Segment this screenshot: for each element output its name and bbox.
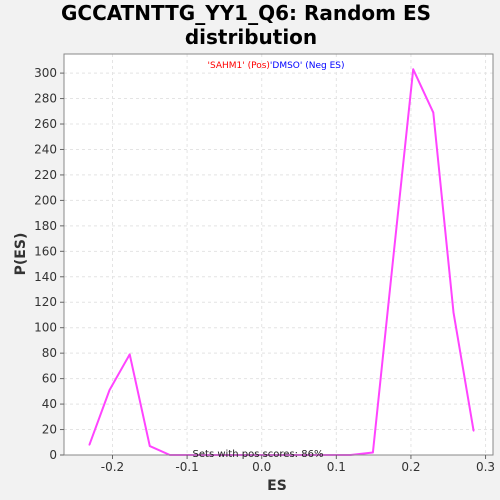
data-point — [412, 68, 414, 71]
x-tick-label: 0.0 — [252, 460, 271, 474]
y-tick-label: 200 — [34, 193, 57, 207]
y-tick-label: 280 — [34, 92, 57, 106]
axes — [60, 53, 494, 459]
y-tick-label: 140 — [34, 270, 57, 284]
data-point — [372, 451, 374, 454]
chart-title-line1: GCCATNTTG_YY1_Q6: Random ES — [61, 1, 431, 25]
data-point — [472, 430, 475, 432]
x-tick-label: 0.2 — [401, 460, 420, 474]
annotation-pos-scores: Sets with pos scores: 86% — [193, 449, 324, 460]
data-point — [88, 444, 91, 446]
y-tick-label: 0 — [49, 448, 57, 462]
y-tick-label: 40 — [42, 397, 57, 411]
y-tick-label: 120 — [34, 295, 57, 309]
plot-frame — [63, 53, 494, 456]
x-axis-label: ES — [267, 478, 287, 494]
tick-labels: -0.2 -0.1 0.0 0.1 0.2 0.3 0 20 40 60 80 100 120 140 16… — [34, 66, 495, 474]
y-tick-label: 80 — [42, 346, 57, 360]
legend-neg-label: 'DMSO' (Neg ES) — [270, 61, 345, 71]
data-point — [452, 311, 455, 314]
legend-pos-label: 'SAHM1' (Pos) — [207, 61, 269, 71]
data-point — [432, 111, 435, 114]
x-tick-label: 0.3 — [476, 460, 495, 474]
y-axis-label: P(ES) — [13, 233, 29, 276]
plot-area — [64, 54, 493, 455]
grid — [64, 54, 493, 456]
y-tick-label: 220 — [34, 168, 57, 182]
y-tick-label: 20 — [42, 423, 57, 437]
y-tick-label: 160 — [34, 244, 57, 258]
y-tick-label: 260 — [34, 117, 57, 131]
legend: 'SAHM1' (Pos)'DMSO' (Neg ES) — [207, 61, 344, 71]
x-tick-label: 0.1 — [327, 460, 346, 474]
y-tick-label: 60 — [42, 372, 57, 386]
y-tick-label: 100 — [34, 321, 57, 335]
data-point — [108, 389, 111, 391]
x-tick-label: -0.1 — [175, 460, 198, 474]
data-point — [128, 353, 131, 356]
x-tick-label: -0.2 — [101, 460, 124, 474]
data-point — [392, 259, 394, 262]
y-tick-label: 240 — [34, 142, 57, 156]
y-tick-label: 180 — [34, 219, 57, 233]
data-point — [149, 445, 151, 447]
chart-title-line2: distribution — [185, 25, 317, 49]
y-tick-label: 300 — [34, 66, 57, 80]
